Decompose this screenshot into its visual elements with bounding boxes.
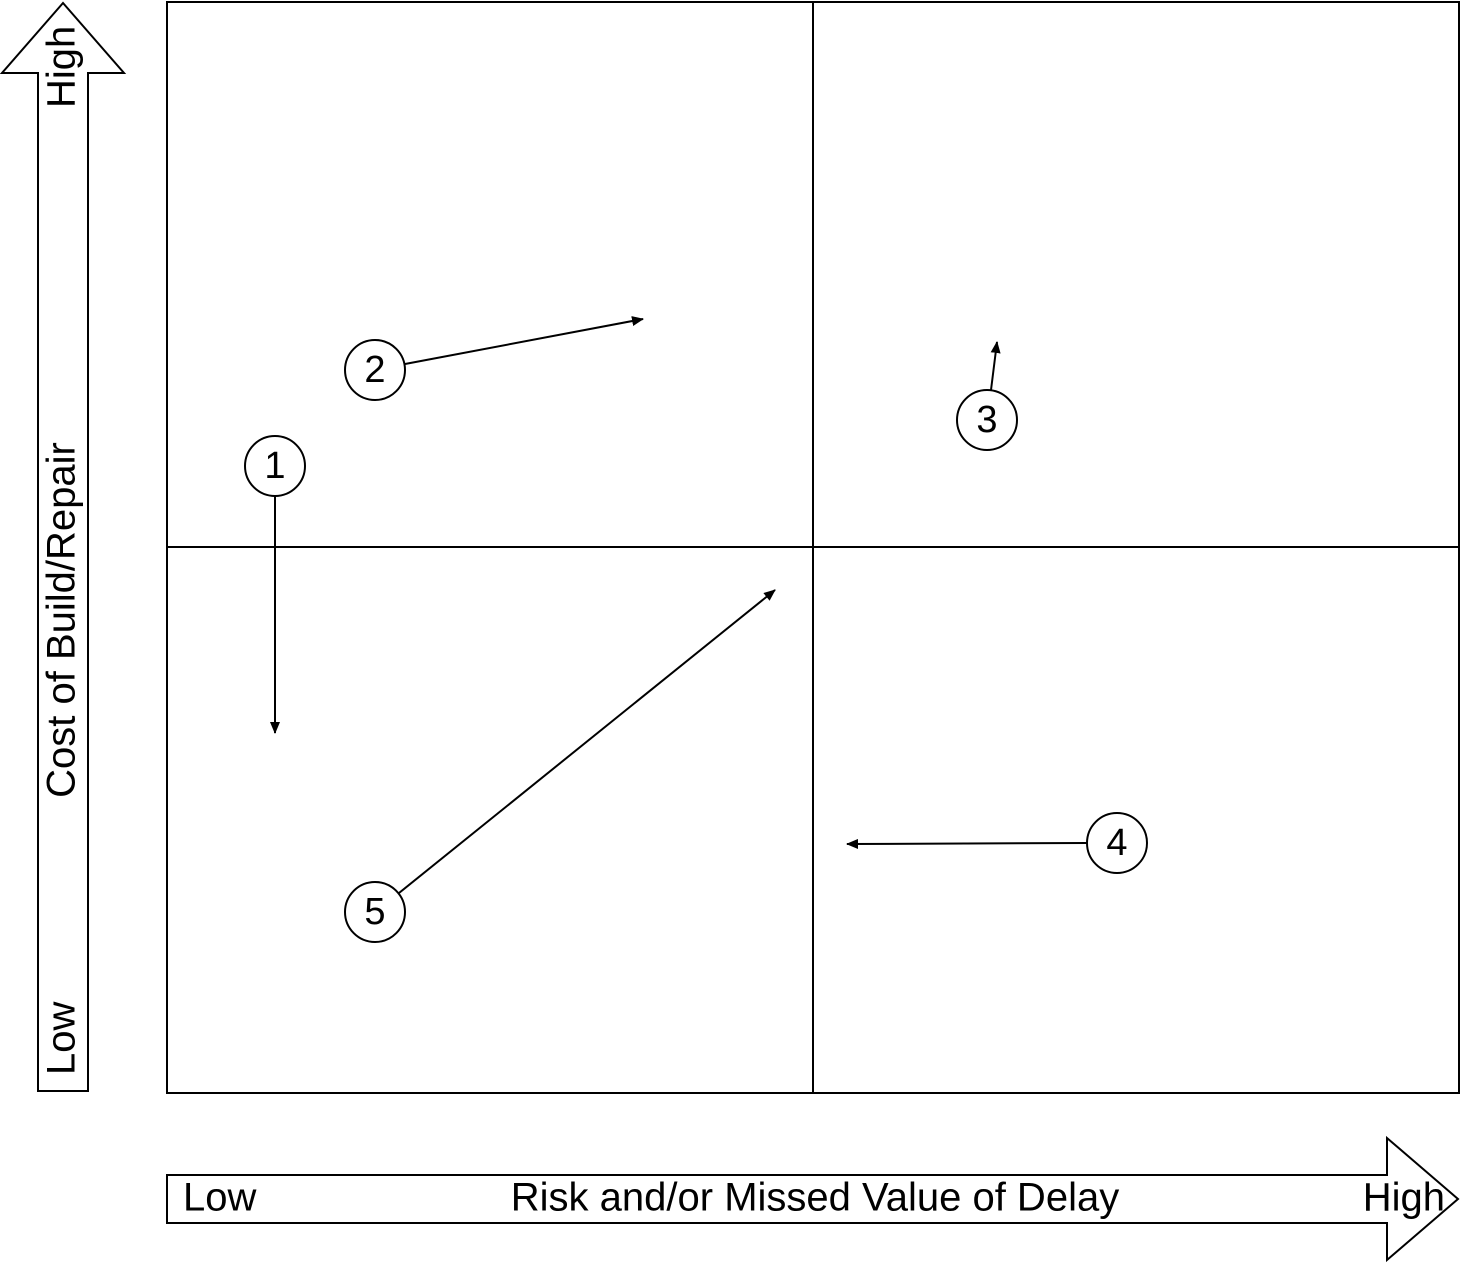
node-circle: [1086, 812, 1148, 874]
x-axis-arrow: [166, 1135, 1460, 1263]
node-circle: [244, 435, 306, 497]
y-axis-low: Low: [40, 1002, 84, 1075]
node-circle: [344, 881, 406, 943]
arrow: [990, 341, 1001, 391]
node: 3: [956, 389, 1018, 451]
node: 1: [244, 435, 306, 497]
node-label: 5: [364, 891, 385, 933]
x-axis-high: High: [1363, 1176, 1445, 1220]
arrow: [404, 316, 644, 365]
arrow: [398, 589, 776, 894]
y-axis-arrow: [0, 1, 127, 1092]
node: 2: [344, 339, 406, 401]
node: 5: [344, 881, 406, 943]
node-circle: [344, 339, 406, 401]
node-label: 1: [264, 445, 285, 487]
node-label: 2: [364, 349, 385, 391]
x-axis-low: Low: [183, 1176, 256, 1220]
node-circle: [956, 389, 1018, 451]
arrow: [846, 838, 1088, 849]
node: 4: [1086, 812, 1148, 874]
node-label: 3: [976, 399, 997, 441]
y-axis-label: Cost of Build/Repair: [40, 442, 84, 798]
x-axis-label: Risk and/or Missed Value of Delay: [511, 1176, 1119, 1220]
node-label: 4: [1106, 822, 1127, 864]
y-axis-high: High: [40, 26, 84, 108]
